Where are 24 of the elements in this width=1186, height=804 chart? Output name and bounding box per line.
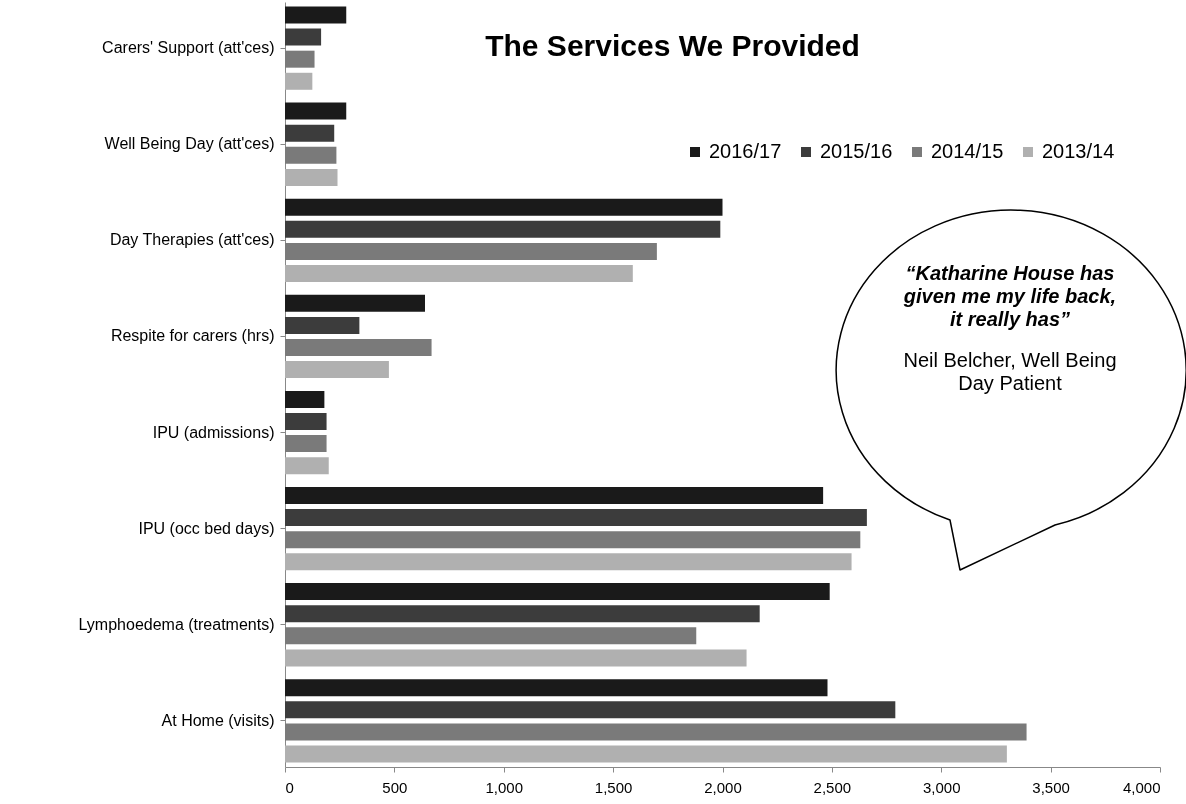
x-tick-label: 4,000: [1122, 778, 1161, 796]
x-tick-label: 2,000: [704, 778, 742, 796]
legend-label: 2016/17: [709, 140, 782, 162]
x-tick-label: 3,500: [1032, 778, 1070, 796]
legend-label: 2014/15: [931, 140, 1004, 162]
x-tick-label: 1,500: [594, 778, 633, 796]
legend-label: 2015/16: [820, 140, 893, 162]
x-tick-label: 2,500: [813, 778, 852, 796]
annotation: “Katharine House has given me my life back, it really has”: [902, 262, 1118, 331]
x-tick-label: 1,000: [485, 778, 524, 796]
x-tick-label: 3,000: [922, 778, 961, 796]
x-tick-label: 0: [285, 778, 294, 796]
y-tick-label: Carers' Support (att'ces): [102, 39, 275, 57]
annotation: Neil Belcher, Well Being Day Patient: [902, 349, 1118, 395]
x-tick-label: 500: [382, 778, 408, 796]
legend-label: 2013/14: [1042, 140, 1115, 162]
y-tick-label: At Home (visits): [161, 711, 275, 729]
text: The Services We Provided: [485, 29, 860, 62]
y-tick-label: IPU (occ bed days): [138, 519, 275, 537]
y-tick-label: Well Being Day (att'ces): [104, 135, 275, 153]
y-tick-label: Respite for carers (hrs): [110, 327, 275, 345]
y-tick-label: Lymphoedema (treatments): [78, 615, 275, 633]
y-tick-label: Day Therapies (att'ces): [109, 231, 275, 249]
y-tick-label: IPU (admissions): [152, 423, 275, 441]
